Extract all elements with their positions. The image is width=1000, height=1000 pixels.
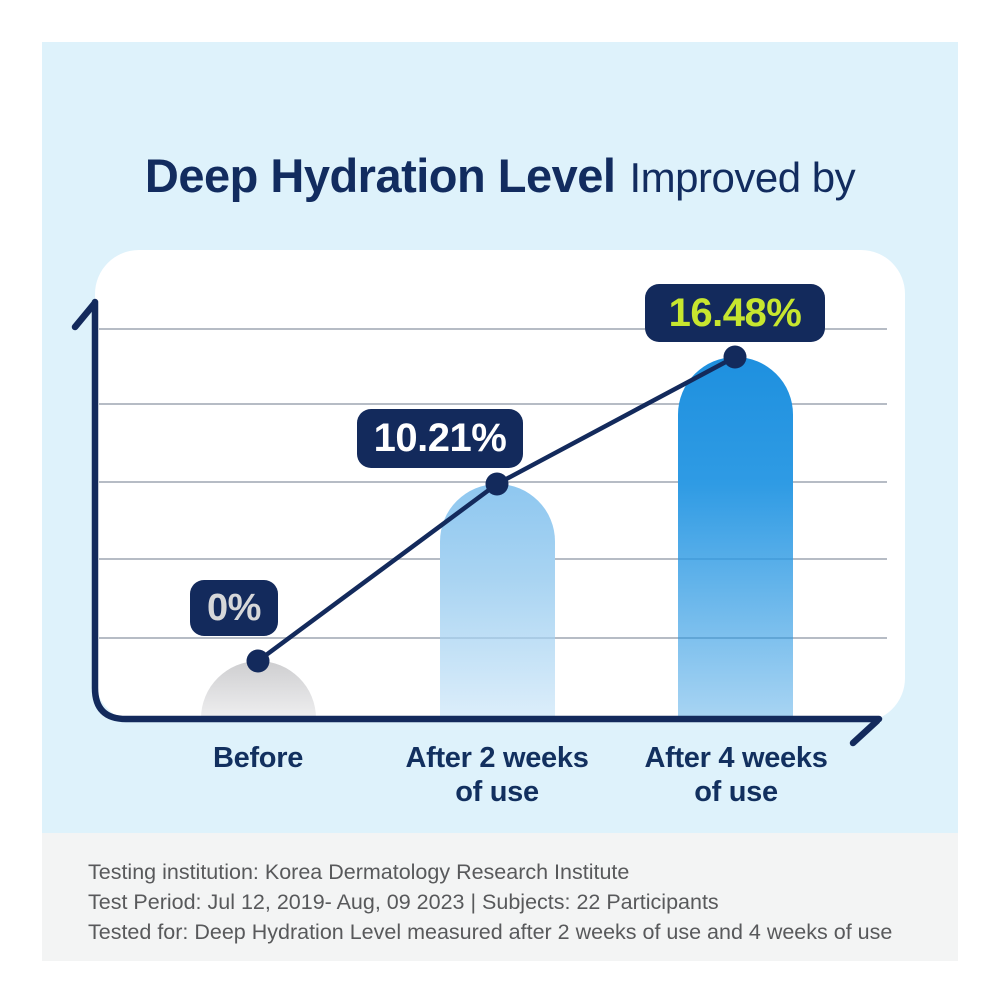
footer-tested-for: Tested for: Deep Hydration Level measure…: [88, 920, 893, 944]
footer-testing-institution: Testing institution: Korea Dermatology R…: [88, 860, 630, 884]
bar: [439, 484, 555, 721]
value-badge-2-weeks: 10.21%: [357, 409, 523, 468]
value-badge-before: 0%: [190, 580, 278, 636]
bar: [677, 357, 793, 721]
page-title: Deep Hydration Level Improved by: [0, 148, 1000, 203]
page-title-main: Deep Hydration Level: [144, 149, 616, 202]
footer-test-period: Test Period: Jul 12, 2019- Aug, 09 2023 …: [88, 890, 719, 914]
page-title-suffix: Improved by: [629, 154, 856, 201]
category-label-2-weeks: After 2 weeks of use: [405, 742, 589, 808]
footer-panel: Testing institution: Korea Dermatology R…: [42, 833, 958, 961]
category-label-4-weeks: After 4 weeks of use: [644, 742, 828, 808]
category-label-before: Before: [212, 742, 304, 774]
value-badge-4-weeks: 16.48%: [645, 284, 825, 342]
